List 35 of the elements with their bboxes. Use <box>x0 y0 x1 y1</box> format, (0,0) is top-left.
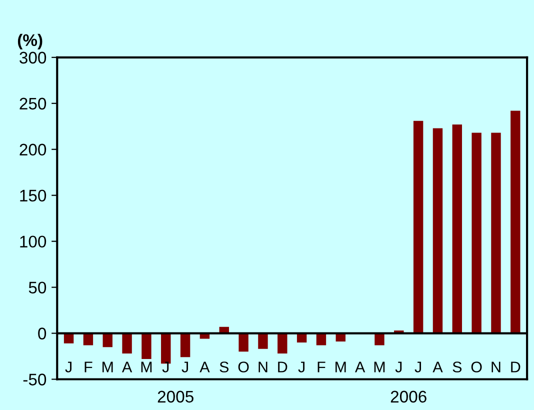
x-tick-label: O <box>471 362 482 372</box>
x-tick-label: S <box>452 362 462 372</box>
y-axis-title: (%) <box>18 34 42 50</box>
x-tick-label: J <box>182 362 188 372</box>
x-tick-label: N <box>258 362 268 372</box>
x-tick-label: F <box>318 362 326 372</box>
x-tick-label: J <box>298 362 304 372</box>
y-tick-label: -50 <box>23 374 46 386</box>
x-tick-label: J <box>162 362 169 372</box>
y-tick-label: 50 <box>28 282 46 294</box>
y-tick-label: 100 <box>20 236 46 248</box>
x-tick-label: J <box>65 362 72 372</box>
x-tick-label: O <box>238 362 249 372</box>
x-tick-label: D <box>278 362 288 372</box>
y-tick-label: 300 <box>20 52 46 64</box>
x-tick-label: M <box>374 362 385 372</box>
text: 2005 <box>158 390 194 403</box>
y-tick-label: 200 <box>20 144 46 156</box>
x-tick-label: M <box>102 362 113 372</box>
x-tick-label: A <box>200 362 210 372</box>
x-tick-label: J <box>395 362 402 372</box>
y-tick-label: 250 <box>20 98 46 110</box>
x-tick-label: M <box>141 362 152 372</box>
x-tick-label: F <box>84 362 92 372</box>
text: 2006 <box>390 390 426 403</box>
x-tick-label: A <box>432 362 443 372</box>
x-tick-label: A <box>122 362 132 372</box>
x-tick-label: A <box>354 362 366 372</box>
x-tick-label: D <box>511 362 520 372</box>
x-tick-label: J <box>414 362 421 372</box>
x-tick-label: S <box>220 362 229 372</box>
x-tick-label: N <box>492 362 500 372</box>
y-tick-label: 0 <box>38 328 46 340</box>
x-tick-label: M <box>336 362 346 372</box>
y-tick-label: 150 <box>20 190 46 202</box>
